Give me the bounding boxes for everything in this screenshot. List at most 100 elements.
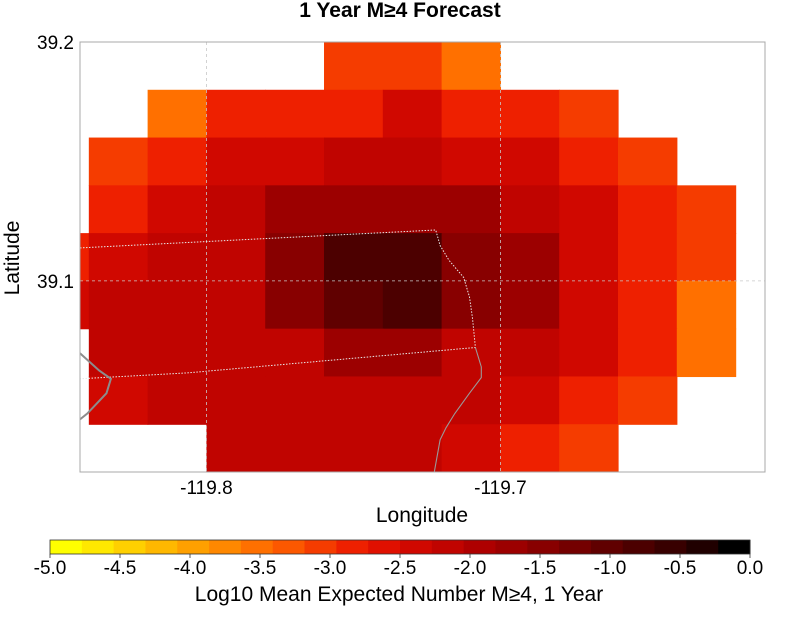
heatmap-cell [500,138,559,186]
heatmap-cell [442,329,501,377]
heatmap-cell [383,185,442,233]
heatmap-cell [265,329,324,377]
heatmap-cell [206,281,265,329]
colorbar-swatch [50,540,82,554]
heatmap-cell [559,233,618,281]
heatmap-cell [500,185,559,233]
heatmap-cell [265,138,324,186]
heatmap-cell [500,424,559,472]
y-tick-label: 39.2 [37,33,74,54]
heatmap-cell [265,185,324,233]
heatmap-cell [677,185,736,233]
heatmap-cell [324,281,383,329]
heatmap-cell [442,185,501,233]
heatmap-cell [265,90,324,138]
heatmap-cell [265,424,324,472]
colorbar-swatch [495,540,527,554]
heatmap-cell [442,281,501,329]
heatmap-cell [442,376,501,424]
heatmap-cell [148,233,207,281]
colorbar-swatch [209,540,241,554]
colorbar-tick-label: -2.5 [384,558,417,579]
heatmap-cell [89,233,148,281]
heatmap-cell [559,90,618,138]
colorbar-swatch [368,540,400,554]
colorbar-swatch [559,540,591,554]
colorbar-swatch [464,540,496,554]
heatmap-cell [265,376,324,424]
heatmap-cell [89,138,148,186]
heatmap-cell [442,138,501,186]
colorbar-swatch [273,540,305,554]
heatmap-cell [500,90,559,138]
colorbar-tick-label: -3.5 [244,558,277,579]
heatmap-cell [559,329,618,377]
heatmap-cell [383,281,442,329]
heatmap-cell [148,376,207,424]
heatmap-cell [265,281,324,329]
heatmap-cell [383,424,442,472]
colorbar-swatch [655,540,687,554]
heatmap-cell [206,424,265,472]
colorbar-tick-label: -4.5 [104,558,137,579]
colorbar-label: Log10 Mean Expected Number M≥4, 1 Year [195,583,603,606]
heatmap-cell [89,376,148,424]
heatmap-cell [206,90,265,138]
heatmap-cell [383,376,442,424]
heatmap-cell [442,424,501,472]
heatmap-cell [559,424,618,472]
colorbar-tick-label: -1.0 [594,558,627,579]
heatmap-cell [618,233,677,281]
heatmap-cell [324,138,383,186]
heatmap-cell [500,329,559,377]
y-axis-label: Latitude [1,221,24,296]
colorbar: -5.0 -4.5 -4.0 -3.5 -3.0 -2.5 -2.0 -1.5 -1.0 -0.5… [34,540,764,579]
heatmap-cell [206,329,265,377]
heatmap-cell [89,185,148,233]
heatmap-cell [383,42,442,90]
heatmap-cell [383,138,442,186]
heatmap-cell [618,281,677,329]
heatmap-cell [677,281,736,329]
colorbar-tick-label: -2.0 [454,558,487,579]
heatmap-cell [618,376,677,424]
heatmap-cell [324,424,383,472]
heatmap-cell [559,138,618,186]
colorbar-tick-label: -1.5 [524,558,557,579]
heatmap-cell [618,329,677,377]
heatmap-cell [618,138,677,186]
heatmap-cell [324,90,383,138]
heatmap-cell [559,281,618,329]
colorbar-swatch [305,540,337,554]
heatmap-cell [559,376,618,424]
heatmap-cell [500,233,559,281]
heatmap-cell [324,42,383,90]
y-tick-label: 39.1 [37,272,74,293]
colorbar-swatch [432,540,464,554]
heatmap-cell [559,185,618,233]
colorbar-tick-label: -4.0 [174,558,207,579]
heatmap-cell [206,376,265,424]
colorbar-swatch [336,540,368,554]
heatmap-cell [677,329,736,377]
colorbar-swatch [145,540,177,554]
colorbar-swatch [623,540,655,554]
x-axis-label: Longitude [376,504,468,527]
colorbar-swatch [686,540,718,554]
colorbar-swatch [591,540,623,554]
heatmap-cell [89,281,148,329]
heatmap-cell [148,138,207,186]
x-tick-label: -119.7 [474,478,526,499]
heatmap-cell [148,281,207,329]
colorbar-swatch [177,540,209,554]
heatmap-cell [383,233,442,281]
heatmap-cell [442,90,501,138]
colorbar-tick-label: -5.0 [34,558,67,579]
heatmap-cell [265,233,324,281]
colorbar-swatch [718,540,750,554]
colorbar-swatch [241,540,273,554]
colorbar-swatch [400,540,432,554]
colorbar-tick-label: 0.0 [737,558,763,579]
heatmap-cell [442,233,501,281]
